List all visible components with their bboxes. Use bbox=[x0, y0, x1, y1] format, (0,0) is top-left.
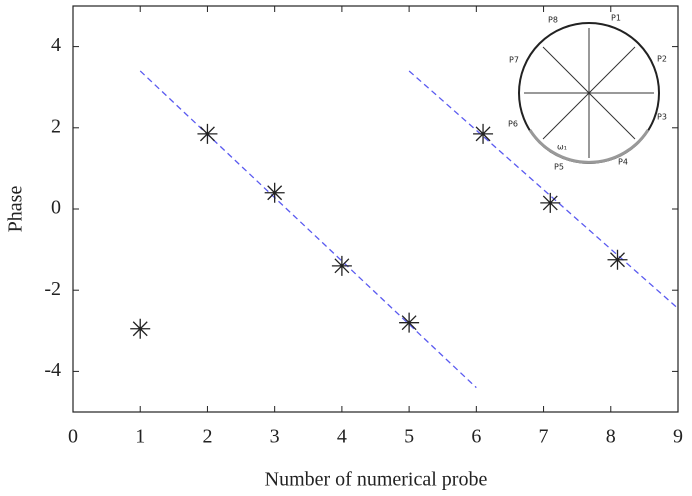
probe-label: P4 bbox=[618, 158, 628, 167]
data-point bbox=[264, 182, 285, 203]
y-tick-label: 2 bbox=[51, 115, 61, 137]
probe-label: P6 bbox=[508, 120, 518, 129]
x-tick-label: 4 bbox=[337, 426, 347, 448]
probe-label: P7 bbox=[509, 56, 519, 65]
data-point bbox=[399, 312, 420, 333]
x-tick-label: 7 bbox=[539, 426, 549, 448]
fit-line bbox=[139, 70, 477, 389]
spokes bbox=[524, 28, 654, 158]
x-tick-label: 3 bbox=[270, 426, 280, 448]
y-tick-label: -2 bbox=[44, 278, 61, 300]
probe-label: P3 bbox=[657, 113, 667, 122]
probe-label: P2 bbox=[657, 55, 667, 64]
probe-inset: P1 P2 P3 P4 P5 P6 P7 P8 ω₁ bbox=[508, 14, 667, 172]
x-tick-label: 8 bbox=[606, 426, 616, 448]
data-point bbox=[331, 255, 352, 276]
probe-label: P8 bbox=[548, 16, 558, 25]
x-axis-label: Number of numerical probe bbox=[265, 469, 488, 491]
sensor-arc bbox=[528, 129, 650, 164]
y-tick-label: 4 bbox=[51, 34, 61, 56]
probe-label: P1 bbox=[611, 14, 621, 23]
y-tick-label: -4 bbox=[44, 359, 61, 381]
x-tick-label: 6 bbox=[471, 426, 481, 448]
y-axis-label: Phase bbox=[5, 186, 27, 233]
x-tick-label: 2 bbox=[202, 426, 212, 448]
y-tick-label: 0 bbox=[51, 197, 61, 219]
x-tick-label: 1 bbox=[135, 426, 145, 448]
data-point bbox=[197, 123, 218, 144]
data-point bbox=[540, 192, 561, 213]
x-tick-label: 9 bbox=[673, 426, 683, 448]
inset-annotation: ω₁ bbox=[557, 143, 567, 152]
data-point bbox=[130, 318, 151, 339]
x-tick-label: 5 bbox=[404, 426, 414, 448]
data-point bbox=[473, 123, 494, 144]
data-point bbox=[607, 249, 628, 270]
x-tick-label: 0 bbox=[68, 426, 78, 448]
probe-label: P5 bbox=[554, 163, 564, 172]
